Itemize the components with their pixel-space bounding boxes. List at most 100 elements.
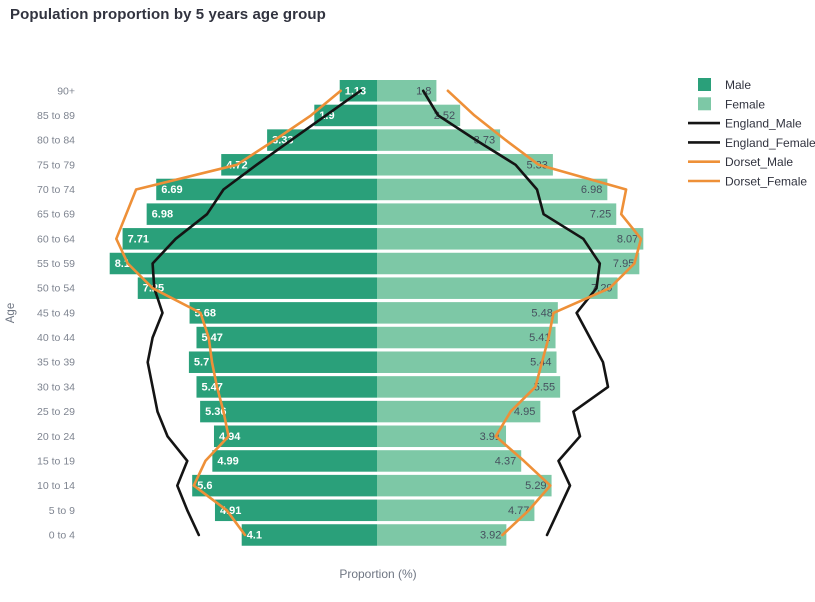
male-bar-value-label: 5.47 — [201, 332, 222, 344]
y-tick-label: 15 to 19 — [37, 455, 75, 467]
male-bar[interactable] — [200, 400, 377, 423]
male-bar[interactable] — [212, 450, 377, 472]
male-bar[interactable] — [122, 228, 377, 250]
legend-label: Dorset_Male — [725, 155, 793, 169]
female-bar-value-label: 4.37 — [495, 455, 516, 467]
female-bar[interactable] — [377, 228, 644, 250]
male-bar[interactable] — [192, 474, 377, 497]
female-bar[interactable] — [377, 400, 541, 423]
male-bar-value-label: 5.47 — [201, 381, 222, 393]
y-tick-label: 40 to 44 — [37, 332, 75, 344]
legend-item-england-male[interactable]: England_Male — [688, 117, 802, 131]
legend-label: Male — [725, 78, 751, 92]
male-bar-value-label: 5.7 — [194, 357, 209, 369]
female-bar[interactable] — [377, 425, 507, 448]
female-bar[interactable] — [377, 277, 618, 299]
legend-label: Dorset_Female — [725, 175, 807, 189]
male-bar[interactable] — [213, 425, 377, 448]
male-bar-value-label: 4.99 — [217, 455, 238, 467]
female-bar-value-label: 5.29 — [525, 480, 546, 492]
female-bar[interactable] — [377, 499, 535, 522]
legend-label: England_Male — [725, 117, 802, 131]
male-bar[interactable] — [188, 351, 377, 373]
female-bar[interactable] — [377, 104, 461, 127]
y-tick-label: 85 to 89 — [37, 110, 75, 122]
female-bar-value-label: 4.77 — [508, 505, 529, 517]
female-bar[interactable] — [377, 474, 552, 497]
legend-swatch-square — [698, 78, 711, 91]
legend-item-dorset-male[interactable]: Dorset_Male — [688, 155, 793, 169]
female-bar[interactable] — [377, 351, 557, 373]
legend-swatch-square — [698, 97, 711, 111]
y-axis-title: Age — [5, 303, 17, 323]
y-tick-label: 0 to 4 — [49, 529, 75, 541]
male-bar[interactable] — [214, 499, 377, 522]
england-female-line — [421, 89, 610, 537]
male-bar[interactable] — [189, 302, 377, 324]
legend-item-england-female[interactable]: England_Female — [688, 136, 815, 150]
legend-item-male[interactable]: Male — [698, 78, 751, 92]
female-bar-value-label: 5.33 — [526, 159, 547, 171]
male-bar[interactable] — [267, 129, 377, 151]
female-bar-value-label: 3.91 — [480, 431, 501, 443]
male-bar[interactable] — [221, 154, 377, 176]
y-tick-label: 25 to 29 — [37, 406, 75, 418]
female-bar[interactable] — [377, 302, 558, 324]
y-tick-label: 90+ — [57, 85, 75, 97]
x-axis-title: Proportion (%) — [339, 567, 416, 581]
male-bar[interactable] — [146, 203, 377, 225]
female-bar[interactable] — [377, 252, 640, 275]
y-tick-label: 75 to 79 — [37, 159, 75, 171]
chart-title: Population proportion by 5 years age gro… — [10, 6, 326, 23]
male-bar-value-label: 6.69 — [161, 184, 182, 196]
male-bar-value-label: 5.68 — [195, 307, 216, 319]
y-tick-label: 50 to 54 — [37, 283, 75, 295]
y-tick-label: 30 to 34 — [37, 381, 75, 393]
female-bar-value-label: 8.07 — [617, 233, 638, 245]
female-bar-value-label: 7.25 — [590, 209, 611, 221]
legend-item-female[interactable]: Female — [698, 97, 765, 111]
legend-item-dorset-female[interactable]: Dorset_Female — [688, 175, 807, 189]
y-tick-label: 80 to 84 — [37, 135, 75, 147]
male-bar[interactable] — [196, 376, 377, 398]
female-bar-value-label: 5.41 — [529, 332, 550, 344]
male-bar[interactable] — [196, 326, 377, 349]
female-bar-value-label: 2.52 — [434, 110, 455, 122]
female-bar[interactable] — [377, 326, 556, 349]
male-bar-value-label: 5.6 — [197, 480, 212, 492]
female-bar-value-label: 7.95 — [613, 258, 634, 270]
female-bar[interactable] — [377, 178, 608, 201]
male-bar-value-label: 7.71 — [128, 233, 149, 245]
female-bar-value-label: 6.98 — [581, 184, 602, 196]
female-bar[interactable] — [377, 203, 617, 225]
y-tick-label: 65 to 69 — [37, 209, 75, 221]
female-bar[interactable] — [377, 376, 561, 398]
male-bar[interactable] — [241, 524, 377, 546]
male-bar[interactable] — [137, 277, 377, 299]
female-bar-value-label: 5.55 — [534, 381, 555, 393]
legend-label: Female — [725, 97, 765, 111]
female-bar-value-label: 3.73 — [474, 135, 495, 147]
female-bar[interactable] — [377, 450, 522, 472]
y-tick-label: 5 to 9 — [49, 505, 75, 517]
female-bar[interactable] — [377, 524, 507, 546]
male-bar[interactable] — [314, 104, 377, 127]
y-tick-label: 35 to 39 — [37, 357, 75, 369]
y-tick-label: 60 to 64 — [37, 233, 75, 245]
england-male-line — [146, 89, 362, 537]
female-bar-value-label: 4.95 — [514, 406, 535, 418]
male-bar[interactable] — [109, 252, 377, 275]
male-bar-value-label: 6.98 — [152, 209, 173, 221]
male-bar-value-label: 4.1 — [247, 529, 262, 541]
y-tick-label: 20 to 24 — [37, 431, 75, 443]
y-tick-label: 70 to 74 — [37, 184, 75, 196]
female-bar-value-label: 3.92 — [480, 529, 501, 541]
male-bar[interactable] — [156, 178, 377, 201]
female-bar[interactable] — [377, 80, 437, 102]
y-tick-label: 45 to 49 — [37, 307, 75, 319]
dorset-male-line — [115, 89, 343, 537]
male-bar-value-label: 5.36 — [205, 406, 226, 418]
female-bar-value-label: 5.48 — [531, 307, 552, 319]
